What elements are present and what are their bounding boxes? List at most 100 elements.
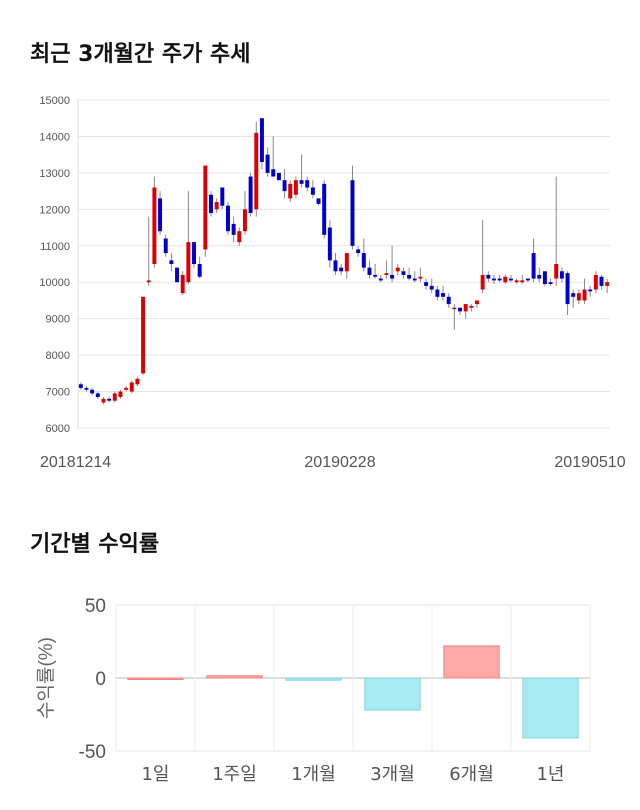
candle-body <box>605 282 610 286</box>
x-tick-label: 3개월 <box>370 764 415 785</box>
y-tick-label: 15000 <box>39 95 70 107</box>
candle-body <box>367 267 372 275</box>
y-tick-label: 14000 <box>39 131 70 143</box>
candle-body <box>361 253 366 268</box>
candle-body <box>316 198 321 204</box>
candle-body <box>299 180 304 184</box>
chart-title-price-trend: 최근 3개월간 주가 추세 <box>30 42 251 67</box>
bar <box>443 645 500 679</box>
y-tick-label: 7000 <box>46 387 70 399</box>
candle-body <box>322 183 327 235</box>
candle-body <box>429 285 434 290</box>
chart-title-period-return: 기간별 수익률 <box>30 532 160 557</box>
candle-body <box>401 271 406 275</box>
y-tick-label: 11000 <box>40 241 70 253</box>
candle-body <box>135 378 140 385</box>
candle-body <box>225 205 230 232</box>
candle-body <box>497 278 502 281</box>
candle-body <box>107 398 112 401</box>
y-tick-label: 9000 <box>46 314 70 326</box>
candle-body <box>378 278 383 281</box>
candle-body <box>520 280 525 283</box>
candle-body <box>129 382 134 392</box>
candle-body <box>209 194 213 213</box>
bar <box>127 677 184 680</box>
candle-body <box>435 289 440 297</box>
candle-body <box>305 180 310 188</box>
candle-body <box>384 273 389 275</box>
bar <box>206 675 263 679</box>
candle-body <box>124 387 129 390</box>
candle-body <box>486 274 491 279</box>
candlestick-chart: 15000 14000 13000 12000 11000 10000 9000 8000 70… <box>39 95 625 471</box>
candle-body <box>356 249 361 254</box>
candle-body <box>469 305 474 308</box>
candle-body <box>276 172 281 181</box>
y-tick-label: -50 <box>79 742 106 763</box>
candle-body <box>508 278 513 281</box>
candle-body <box>452 307 457 310</box>
candle-body <box>559 271 564 279</box>
candle-body <box>231 223 236 235</box>
candle-body <box>446 296 451 305</box>
candle-body <box>350 180 355 246</box>
bar <box>364 677 421 711</box>
x-tick-label: 1년 <box>536 764 564 785</box>
candle-body <box>146 280 151 283</box>
candle-body <box>197 264 202 277</box>
candle-body <box>525 278 530 281</box>
candle-body <box>542 271 547 285</box>
x-tick-label: 20181214 <box>40 454 111 471</box>
candle-body <box>214 202 219 210</box>
candle-body <box>78 384 83 388</box>
candle-body <box>186 242 191 283</box>
candle-body <box>395 267 400 272</box>
y-tick-label: 13000 <box>39 168 70 180</box>
candle-body <box>180 274 185 294</box>
candle-body <box>412 278 417 281</box>
x-tick-label: 1개월 <box>291 764 336 785</box>
candle-body <box>310 187 315 195</box>
candle-body <box>475 300 479 305</box>
candle-body <box>152 187 157 264</box>
candle-body <box>333 260 338 272</box>
candle-body <box>548 282 553 285</box>
candle-body <box>248 176 253 213</box>
candle-body <box>407 274 412 279</box>
candle-body <box>163 238 168 254</box>
x-tick-label: 1주일 <box>212 764 257 785</box>
candle-body <box>514 280 519 283</box>
candle-body <box>531 253 536 279</box>
candle-body <box>373 274 378 277</box>
candle-body <box>424 282 429 286</box>
candle-body <box>588 289 593 292</box>
candle-body <box>593 274 598 290</box>
candle-body <box>390 274 395 279</box>
bar <box>522 677 579 739</box>
candle-body <box>418 276 423 279</box>
candle-body <box>112 393 117 401</box>
candle-body <box>90 389 95 394</box>
candle-body <box>554 264 559 279</box>
y-tick-label: 8000 <box>46 350 70 362</box>
candle-body <box>265 154 270 173</box>
candle-body <box>220 187 225 206</box>
y-axis-label: 수익률(%) <box>35 637 57 719</box>
candle-body <box>169 260 174 264</box>
x-tick-label: 20190228 <box>304 454 375 471</box>
y-tick-label: 6000 <box>46 423 70 435</box>
candle-body <box>344 253 349 272</box>
candle-body <box>118 391 123 398</box>
candle-body <box>327 227 332 261</box>
candle-body <box>480 274 485 290</box>
candle-body <box>288 183 293 199</box>
candle-body <box>339 267 344 272</box>
candle-body <box>576 293 581 301</box>
candle-body <box>537 274 542 279</box>
candle-body <box>158 198 163 232</box>
bar <box>285 677 342 681</box>
candle-body <box>141 296 146 374</box>
candle-body <box>463 304 468 312</box>
candle-body <box>599 276 604 286</box>
y-tick-label: 0 <box>95 669 106 690</box>
